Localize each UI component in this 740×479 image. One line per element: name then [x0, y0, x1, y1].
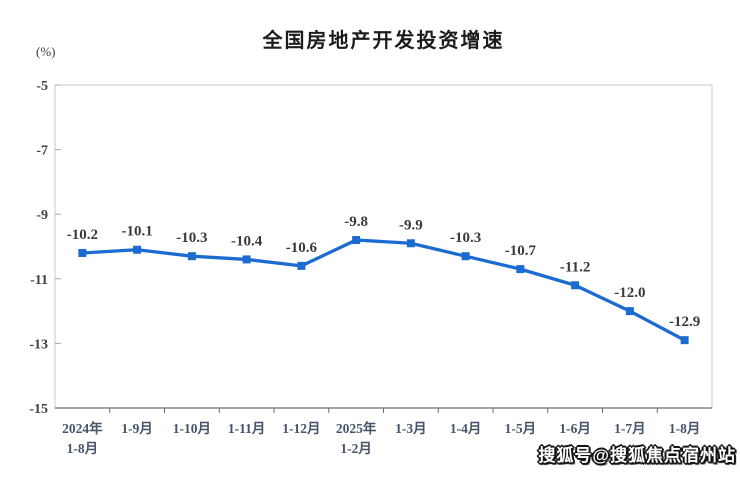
x-axis-category-label: 1-8月	[669, 421, 701, 436]
x-axis-category-label: 1-9月	[121, 421, 153, 436]
data-point-marker	[625, 307, 634, 316]
y-axis-tick-label: -11	[30, 273, 48, 288]
x-axis-category-label: 1-6月	[559, 421, 591, 436]
data-point-marker	[187, 252, 196, 261]
x-axis-category-label: 2024年	[62, 420, 103, 436]
data-point-label: -10.6	[286, 240, 318, 256]
x-axis-category-label: 1-3月	[395, 421, 427, 436]
data-point-marker	[516, 265, 525, 274]
watermark: 搜狐号@搜狐焦点宿州站	[538, 446, 736, 465]
y-axis-tick-label: -13	[29, 337, 48, 352]
x-axis-category-label: 1-8月	[67, 441, 99, 456]
chart-title: 全国房地产开发投资增速	[262, 30, 505, 52]
data-point-marker	[352, 236, 361, 245]
y-axis-tick-label: -9	[36, 208, 48, 223]
data-point-label: -12.9	[669, 314, 700, 330]
y-axis-unit-label: (%)	[36, 44, 56, 59]
y-axis-tick-label: -5	[36, 79, 48, 94]
y-axis-tick-label: -7	[36, 144, 48, 159]
data-point-label: -9.8	[344, 214, 368, 230]
data-point-label: -10.1	[122, 224, 153, 240]
data-point-marker	[461, 252, 470, 261]
data-point-marker	[680, 336, 689, 345]
data-point-label: -12.0	[614, 285, 645, 301]
x-axis-category-label: 1-7月	[614, 421, 646, 436]
data-point-marker	[242, 255, 251, 264]
data-point-label: -10.7	[505, 243, 537, 259]
data-point-label: -10.2	[67, 227, 98, 243]
x-axis-category-label: 2025年	[336, 420, 377, 436]
data-point-label: -11.2	[560, 259, 590, 275]
data-point-marker	[133, 245, 142, 254]
y-axis-tick-label: -15	[29, 402, 48, 417]
data-point-label: -9.9	[399, 217, 423, 233]
x-axis-category-label: 1-4月	[450, 421, 482, 436]
data-point-marker	[78, 248, 87, 257]
data-point-label: -10.3	[176, 230, 207, 246]
plot-area-border	[54, 84, 713, 409]
data-point-marker	[571, 281, 580, 290]
data-line	[80, 238, 687, 342]
x-axis-category-label: 1-2月	[340, 441, 372, 456]
data-point-marker	[406, 239, 415, 248]
data-point-label: -10.4	[231, 233, 263, 249]
x-axis-category-label: 1-12月	[282, 421, 320, 436]
x-axis-category-label: 1-10月	[173, 421, 211, 436]
data-point-marker	[297, 261, 306, 270]
x-axis-category-label: 1-5月	[505, 421, 537, 436]
data-point-label: -10.3	[450, 230, 481, 246]
x-axis-category-label: 1-11月	[228, 421, 266, 436]
